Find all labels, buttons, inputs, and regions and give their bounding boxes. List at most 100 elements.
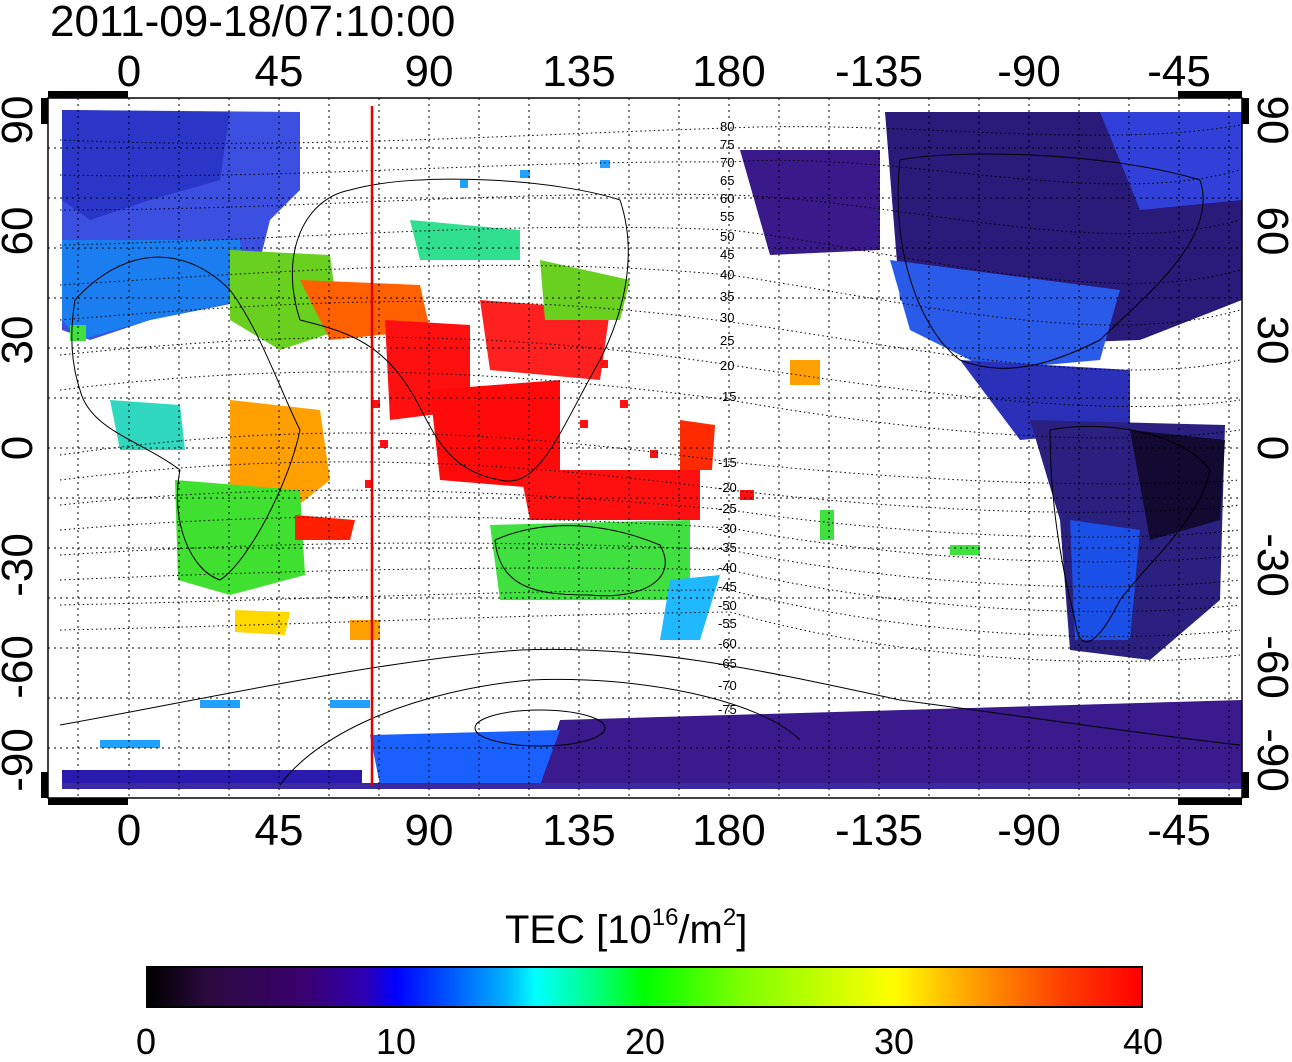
contour-label: 80 — [720, 119, 734, 134]
lon-label-bottom: -45 — [1147, 806, 1211, 855]
lat-label-left: -90 — [0, 728, 42, 792]
tec-region-south-america-west — [1070, 520, 1140, 640]
bottom-longitude-labels: 0 45 90 135 180 -135 -90 -45 — [117, 806, 1211, 855]
contour-label: -40 — [718, 560, 737, 575]
contour-label: -30 — [718, 521, 737, 536]
lat-label-right: -30 — [1248, 533, 1292, 597]
contour-label: 30 — [720, 310, 734, 325]
tec-region-mideast — [230, 250, 340, 350]
contour-label: 75 — [720, 137, 734, 152]
tec-region-asia-north — [410, 220, 520, 260]
lon-label-top: 0 — [117, 47, 141, 96]
colorbar-tick: 40 — [1122, 1021, 1164, 1062]
contour-label: 65 — [720, 173, 734, 188]
lon-label-bottom: -135 — [835, 806, 923, 855]
tec-region-madagascar — [295, 515, 355, 540]
graticule — [48, 98, 1242, 798]
colorbar-tick: 10 — [375, 1021, 417, 1062]
contour-label: -50 — [718, 598, 737, 613]
lon-label-top: 135 — [542, 47, 615, 96]
lon-label-bottom: 90 — [405, 806, 454, 855]
colorbar-tick: 20 — [624, 1021, 666, 1062]
magnetic-contours-solid — [59, 648, 1241, 786]
contour-label: -65 — [718, 656, 737, 671]
contour-labels: 80 75 70 65 60 55 50 45 40 35 30 25 20 1… — [718, 119, 737, 717]
tec-region-indonesia — [520, 470, 700, 520]
tec-scatter-red — [365, 360, 754, 500]
tec-region-africa-west — [110, 400, 185, 450]
lat-label-right: 0 — [1248, 436, 1292, 460]
contour-label: 60 — [720, 191, 734, 206]
contour-label: -60 — [718, 636, 737, 651]
colorbar-title-exponent: 16 — [651, 904, 679, 931]
contour-label: 20 — [720, 358, 734, 373]
lat-label-right: -90 — [1248, 728, 1292, 792]
tec-region-australia — [490, 520, 690, 600]
lat-label-right: -60 — [1248, 635, 1292, 699]
lat-label-left: 60 — [0, 207, 42, 256]
lat-label-left: -30 — [0, 533, 42, 597]
left-latitude-labels: 90 60 30 0 -30 -60 -90 — [0, 96, 42, 792]
colorbar-title-text: TEC [10 — [505, 908, 652, 952]
lon-label-top: 90 — [405, 47, 454, 96]
tec-region-central-america — [960, 360, 1130, 440]
tec-region-europe-south — [62, 240, 245, 340]
lon-label-top: -90 — [997, 47, 1061, 96]
lat-label-right: 30 — [1248, 316, 1292, 365]
contour-label: -15 — [718, 455, 737, 470]
lon-label-top: -45 — [1147, 47, 1211, 96]
tec-region-indian-ocean — [235, 610, 290, 635]
coastlines — [71, 153, 1211, 643]
contour-label: -55 — [718, 616, 737, 631]
lon-label-bottom: 180 — [692, 806, 765, 855]
contour-label: -75 — [718, 702, 737, 717]
tec-region-south-america-core — [1130, 430, 1225, 540]
tec-region-pacific-w — [680, 420, 715, 470]
lat-label-left: 30 — [0, 316, 42, 365]
map-border-ticks — [41, 91, 1249, 805]
lat-label-left: 90 — [0, 96, 42, 145]
lat-label-left: 0 — [0, 436, 42, 460]
tec-data-layer — [62, 110, 1242, 789]
colorbar-title-unit-exponent: 2 — [722, 904, 737, 931]
tec-region-antarctic-edge — [62, 783, 1242, 789]
tec-region-canada-east — [1100, 112, 1242, 210]
tec-scatter-blue — [100, 160, 610, 748]
contour-label: 50 — [720, 229, 734, 244]
tec-region-japan — [540, 260, 630, 320]
tec-region-nz — [660, 575, 720, 640]
contour-label: 70 — [720, 155, 734, 170]
contour-label: 55 — [720, 209, 734, 224]
contour-label: 35 — [720, 289, 734, 304]
lat-label-left: -60 — [0, 635, 42, 699]
contour-label: 15 — [722, 389, 736, 404]
right-latitude-labels: 90 60 30 0 -30 -60 -90 — [1248, 96, 1292, 792]
lon-label-bottom: 0 — [117, 806, 141, 855]
tec-region-alaska — [740, 150, 880, 255]
timestamp-title: 2011-09-18/07:10:00 — [50, 0, 456, 46]
contour-label: -70 — [718, 678, 737, 693]
colorbar-tick: 0 — [135, 1021, 157, 1062]
lon-label-bottom: -90 — [997, 806, 1061, 855]
contour-label: 40 — [720, 267, 734, 282]
tec-region-africa-south — [175, 480, 305, 595]
tec-region-antarctic — [540, 700, 1242, 785]
colorbar-title: TEC [1016/m2] — [505, 906, 748, 953]
lat-label-right: 90 — [1248, 96, 1292, 145]
contour-label: 25 — [720, 333, 734, 348]
lat-label-right: 60 — [1248, 207, 1292, 256]
tec-region-north-america-south — [890, 260, 1120, 370]
colorbar — [146, 966, 1143, 1008]
tec-region-antarctic-east — [370, 730, 560, 785]
tec-region-seasia — [430, 380, 560, 490]
tec-map: 80 75 70 65 60 55 50 45 40 35 30 25 20 1… — [0, 47, 1292, 855]
colorbar-title-close: ] — [736, 908, 748, 952]
contour-label: -25 — [718, 501, 737, 516]
lon-label-top: 45 — [255, 47, 304, 96]
colorbar-title-unit: /m — [678, 908, 723, 952]
magnetic-contours — [59, 124, 1241, 662]
lon-label-top: -135 — [835, 47, 923, 96]
contour-label: -35 — [718, 540, 737, 555]
lon-label-top: 180 — [692, 47, 765, 96]
contour-label: 45 — [720, 247, 734, 262]
